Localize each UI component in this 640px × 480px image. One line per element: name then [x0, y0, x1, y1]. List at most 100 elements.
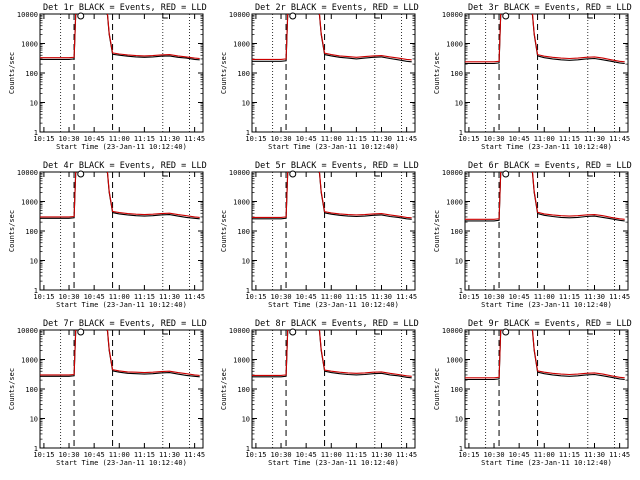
- x-tick-label: 11:00: [109, 451, 130, 459]
- x-tick-label: 11:15: [346, 135, 367, 143]
- x-tick-label: 10:15: [33, 293, 54, 301]
- x-tick-label: 11:30: [159, 293, 180, 301]
- plot-frame: [464, 329, 629, 449]
- y-tick-label: 100: [450, 70, 463, 78]
- x-tick-label: 10:15: [245, 135, 266, 143]
- series-group: [40, 14, 200, 61]
- y-tick-label: 10: [242, 100, 250, 108]
- y-tick-label: 10000: [17, 169, 38, 177]
- x-tick-label: 11:30: [159, 451, 180, 459]
- circle-marker: [77, 328, 85, 336]
- y-tick-label: 1000: [446, 41, 463, 49]
- circle-marker: [502, 12, 510, 20]
- series-line-events: [40, 172, 200, 220]
- x-tick-label: 10:45: [509, 293, 530, 301]
- series-line-events: [40, 330, 200, 378]
- x-tick-label: 10:30: [483, 135, 504, 143]
- x-tick-label: 10:45: [296, 293, 317, 301]
- x-tick-label: 10:30: [483, 293, 504, 301]
- y-tick-label: 10000: [442, 327, 463, 335]
- series-line-events: [252, 172, 412, 220]
- y-tick-label: 100: [450, 228, 463, 236]
- x-tick-label: 10:15: [33, 451, 54, 459]
- y-axis-label: Counts/sec: [220, 52, 228, 94]
- x-tick-label: 10:30: [58, 293, 79, 301]
- y-tick-label: 1: [34, 445, 38, 453]
- y-tick-label: 1000: [446, 357, 463, 365]
- x-axis-label: Start Time (23-Jan-11 10:12:40): [481, 143, 612, 151]
- panel-title: Det 9r BLACK = Events, RED = LLD: [468, 319, 632, 329]
- x-tick-label: 10:45: [296, 451, 317, 459]
- x-tick-label: 11:15: [346, 451, 367, 459]
- y-tick-label: 100: [25, 70, 38, 78]
- y-tick-label: 1: [246, 287, 250, 295]
- bracket-marker: [162, 171, 168, 177]
- detector-panel: Det 8r BLACK = Events, RED = LLD 1 10 100 10…: [220, 319, 419, 467]
- detector-panel: Det 3r BLACK = Events, RED = LLD 1 10 100 10…: [433, 3, 632, 151]
- circle-marker: [502, 170, 510, 178]
- circle-marker: [289, 328, 297, 336]
- plot-frame: [39, 171, 204, 291]
- plot-frame: [251, 329, 416, 449]
- y-tick-label: 100: [237, 386, 250, 394]
- y-tick-label: 10000: [442, 11, 463, 19]
- bracket-marker: [374, 329, 380, 335]
- y-axis-label: Counts/sec: [220, 210, 228, 252]
- bracket-marker: [162, 13, 168, 19]
- x-tick-label: 11:45: [184, 293, 205, 301]
- series-group: [252, 172, 412, 220]
- x-tick-label: 11:30: [371, 293, 392, 301]
- x-axis-label: Start Time (23-Jan-11 10:12:40): [481, 301, 612, 309]
- y-tick-label: 10000: [229, 11, 250, 19]
- circle-marker: [77, 170, 85, 178]
- bracket-marker: [374, 171, 380, 177]
- x-tick-label: 10:30: [270, 293, 291, 301]
- x-tick-label: 11:00: [534, 135, 555, 143]
- bracket-marker: [374, 13, 380, 19]
- series-line-lld: [40, 14, 200, 60]
- x-tick-label: 11:15: [134, 293, 155, 301]
- panel-title: Det 8r BLACK = Events, RED = LLD: [255, 319, 419, 329]
- y-tick-label: 10: [455, 416, 463, 424]
- plot-frame: [39, 329, 204, 449]
- bracket-marker: [587, 13, 593, 19]
- y-tick-label: 1: [459, 287, 463, 295]
- y-tick-label: 100: [25, 386, 38, 394]
- panel-title: Det 5r BLACK = Events, RED = LLD: [255, 161, 419, 171]
- x-tick-label: 10:15: [245, 451, 266, 459]
- x-tick-label: 11:45: [396, 293, 417, 301]
- x-tick-label: 11:45: [609, 451, 630, 459]
- circle-marker: [289, 170, 297, 178]
- y-tick-label: 1: [34, 287, 38, 295]
- series-line-lld: [252, 172, 412, 219]
- panel-title: Det 4r BLACK = Events, RED = LLD: [43, 161, 207, 171]
- x-tick-label: 11:00: [109, 135, 130, 143]
- x-tick-label: 10:30: [270, 451, 291, 459]
- plot-frame: [39, 13, 204, 133]
- detector-panel: Det 2r BLACK = Events, RED = LLD 1 10 100 10…: [220, 3, 419, 151]
- circle-marker: [502, 328, 510, 336]
- x-tick-label: 11:00: [321, 451, 342, 459]
- x-tick-label: 10:15: [245, 293, 266, 301]
- x-tick-label: 10:15: [458, 135, 479, 143]
- circle-marker: [77, 12, 85, 20]
- detector-panel: Det 7r BLACK = Events, RED = LLD 1 10 100 10…: [8, 319, 207, 467]
- x-tick-label: 10:45: [509, 451, 530, 459]
- y-tick-label: 1000: [21, 357, 38, 365]
- y-axis-label: Counts/sec: [8, 368, 16, 410]
- x-tick-label: 10:45: [84, 293, 105, 301]
- y-tick-label: 10: [30, 258, 38, 266]
- y-tick-label: 1: [246, 445, 250, 453]
- panel-title: Det 3r BLACK = Events, RED = LLD: [468, 3, 632, 13]
- detector-panel: Det 9r BLACK = Events, RED = LLD 1 10 100 10…: [433, 319, 632, 467]
- y-tick-label: 1000: [446, 199, 463, 207]
- detector-panel: Det 6r BLACK = Events, RED = LLD 1 10 100 10…: [433, 161, 632, 309]
- bracket-marker: [587, 329, 593, 335]
- series-line-lld: [252, 330, 412, 377]
- y-tick-label: 1: [459, 129, 463, 137]
- x-axis-label: Start Time (23-Jan-11 10:12:40): [268, 459, 399, 467]
- y-tick-label: 100: [25, 228, 38, 236]
- x-tick-label: 11:00: [321, 293, 342, 301]
- y-tick-label: 10: [30, 100, 38, 108]
- x-tick-label: 10:30: [58, 135, 79, 143]
